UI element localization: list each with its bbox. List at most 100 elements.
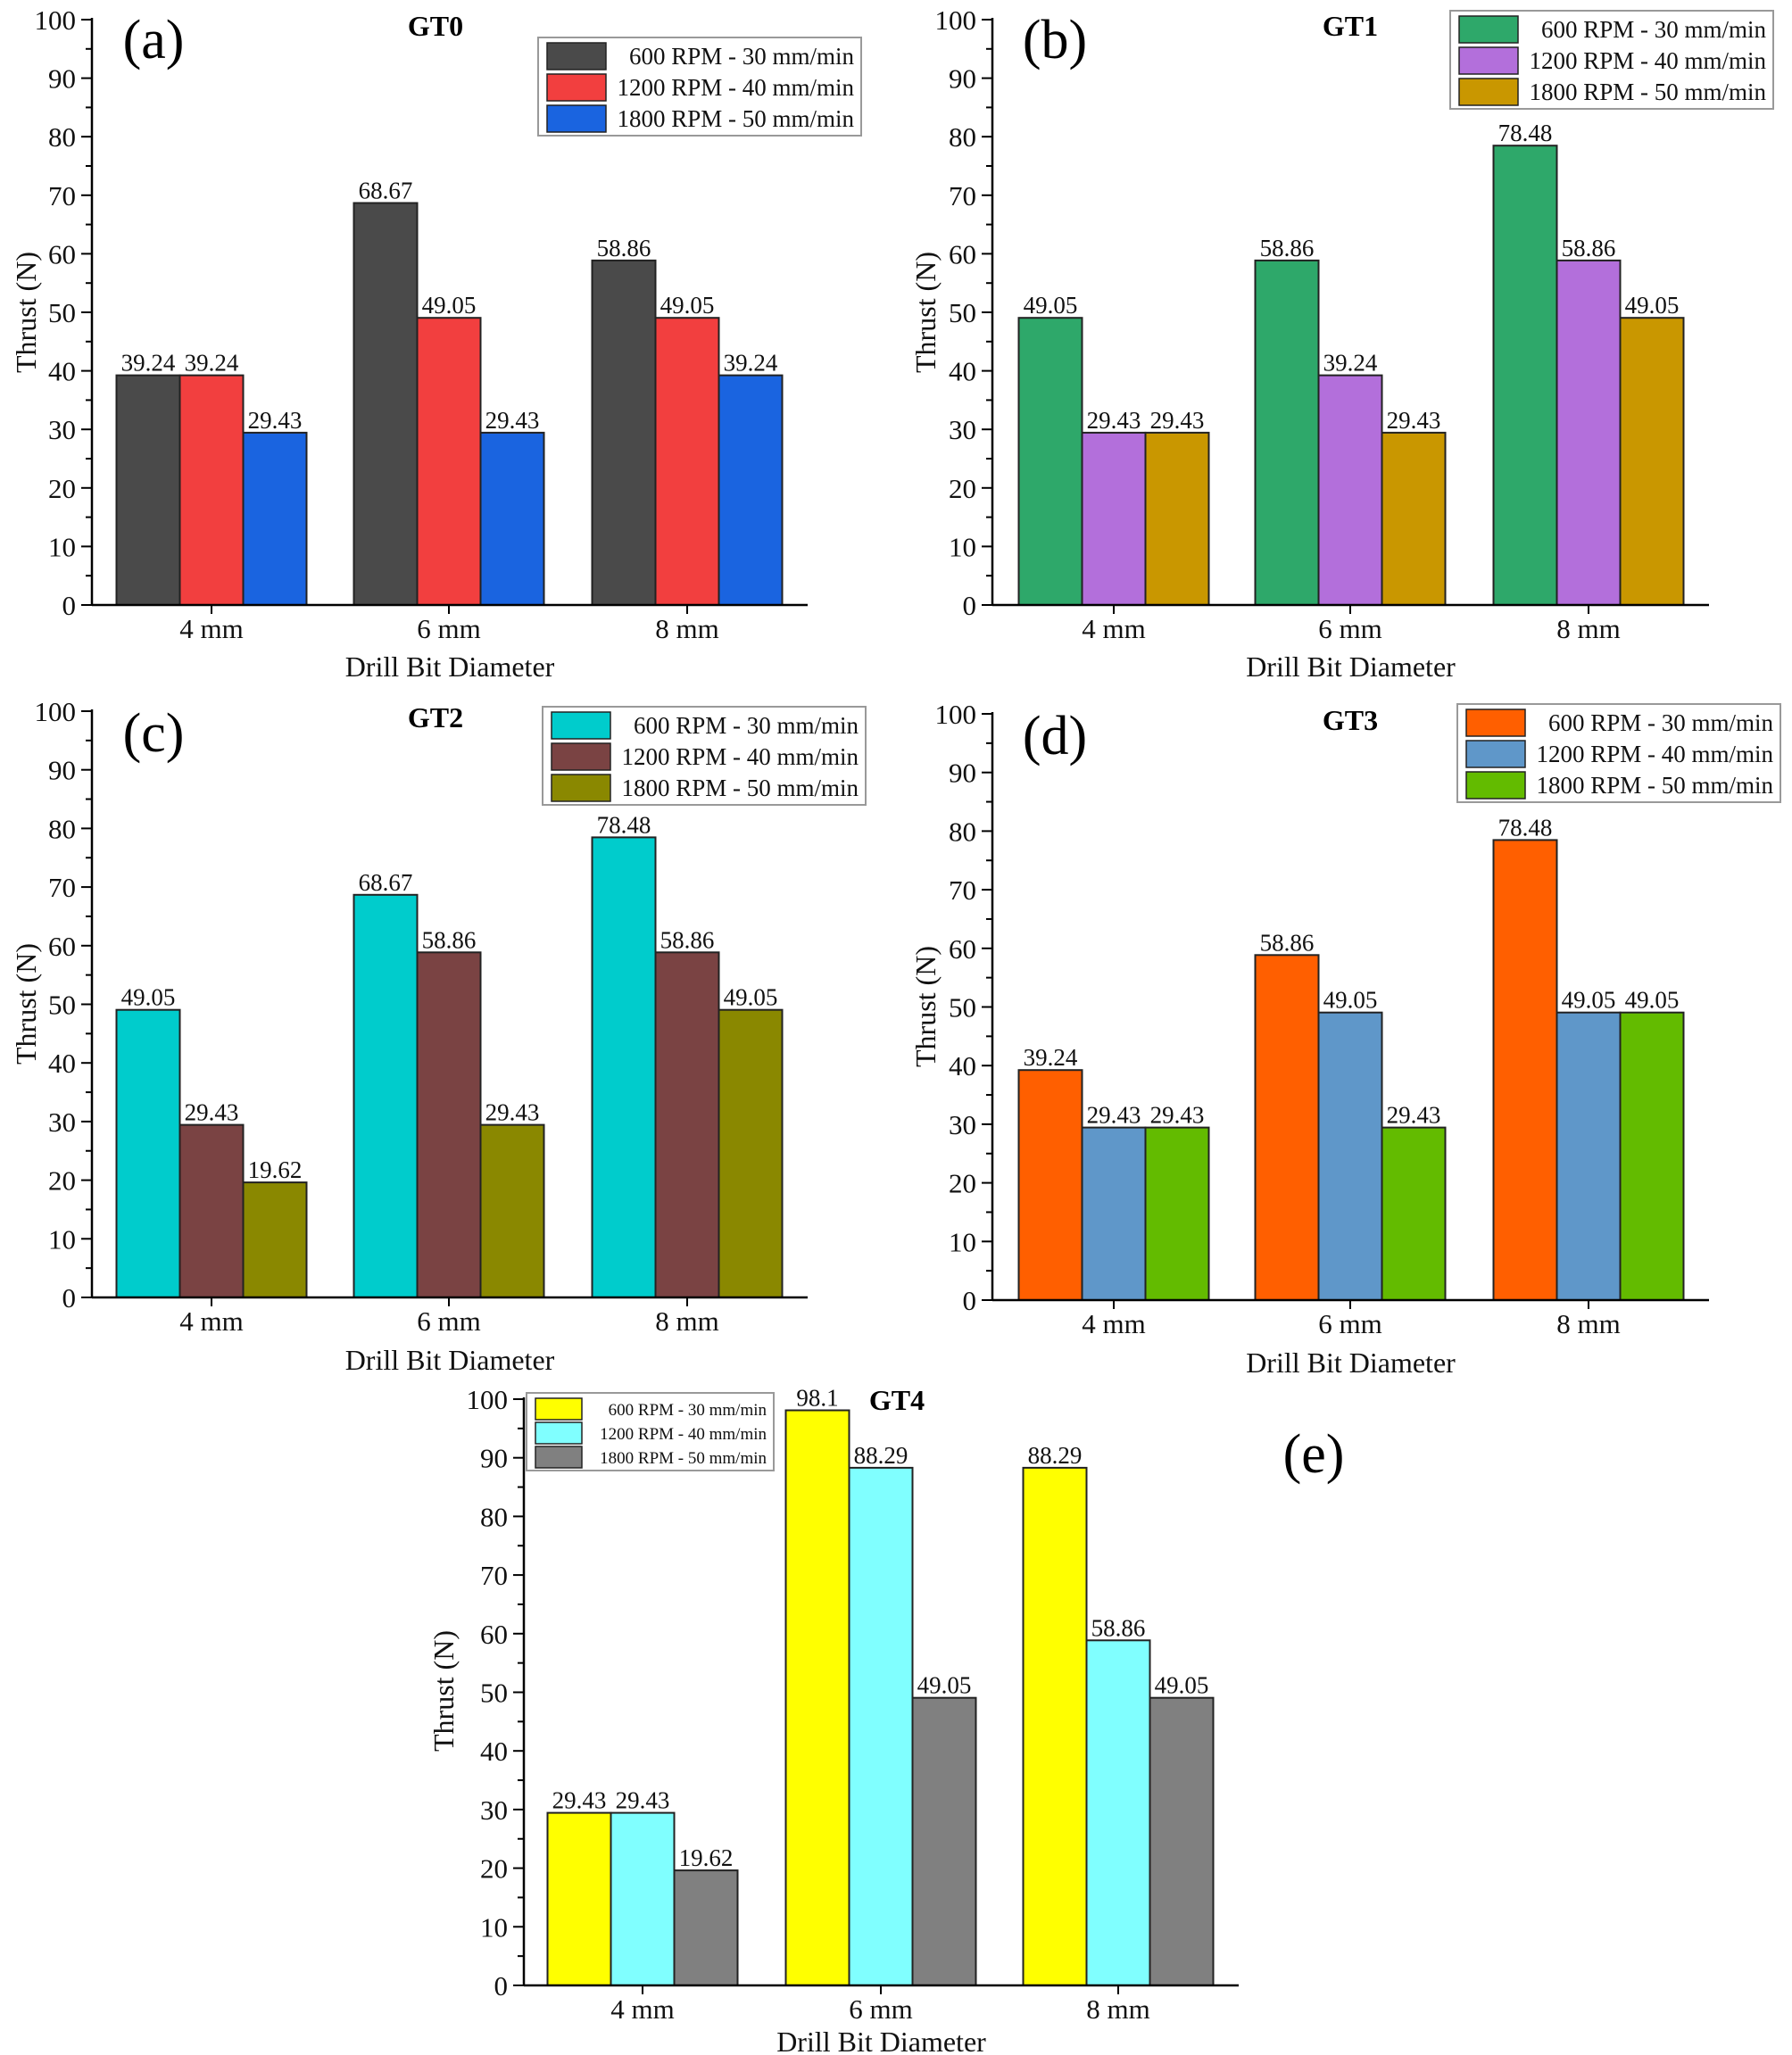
bar-gt2-s3-4mm: [242, 1181, 308, 1298]
bar-gt1-s1-8mm: [1492, 145, 1558, 606]
chart-panel-gt2: 49.05 68.67 78.48 29.43 58.86 58.86 19.62 29.43…: [10, 696, 867, 1376]
y-tick-label: 0: [62, 590, 77, 621]
bar-gt3-s3-4mm: [1144, 1126, 1210, 1301]
bar-gt3-s1-4mm: [1017, 1069, 1083, 1301]
data-label: 29.43: [1087, 1102, 1141, 1129]
bar-gt2-s2-8mm: [654, 951, 720, 1299]
panel-label: (a): [123, 10, 185, 70]
bar-gt3-s1-8mm: [1492, 839, 1558, 1301]
y-tick-label: 0: [62, 1282, 77, 1313]
y-tick-label: 60: [949, 238, 976, 269]
data-label: 88.29: [1028, 1442, 1083, 1469]
bar-gt4-s2-8mm: [1085, 1639, 1151, 1987]
y-tick-label: 10: [949, 1226, 976, 1257]
x-axis-title: Drill Bit Diameter: [1246, 1347, 1456, 1379]
bar-gt0-s2-8mm: [654, 317, 720, 606]
data-label: 29.43: [1087, 407, 1141, 434]
y-tick-label: 60: [949, 933, 976, 965]
bar-gt2-s2-4mm: [178, 1123, 245, 1298]
data-label: 88.29: [854, 1442, 908, 1469]
bar-gt0-s2-4mm: [178, 374, 245, 606]
x-tick-label: 8 mm: [1556, 1308, 1620, 1339]
y-tick-label: 90: [949, 63, 976, 95]
bar-gt4-s2-6mm: [848, 1466, 914, 1986]
legend-swatch: [551, 711, 611, 740]
x-tick-label: 8 mm: [655, 1305, 718, 1337]
data-label: 29.43: [485, 407, 540, 434]
data-label: 49.05: [1625, 987, 1680, 1014]
y-tick-label: 70: [949, 874, 976, 906]
x-tick-label: 8 mm: [655, 613, 718, 644]
legend-swatch: [551, 742, 611, 771]
y-tick-label: 30: [48, 414, 76, 445]
y-tick-label: 0: [963, 1285, 977, 1316]
y-tick-label: 10: [48, 531, 76, 562]
data-label: 49.05: [121, 984, 176, 1011]
legend-label: 1800 RPM - 50 mm/min: [1536, 772, 1773, 799]
data-label: 29.43: [1150, 407, 1205, 434]
y-tick-label: 20: [949, 473, 976, 504]
legend-swatch: [551, 774, 611, 802]
x-tick-label: 6 mm: [417, 613, 480, 644]
x-tick-label: 8 mm: [1086, 1993, 1149, 2025]
bar-gt1-s2-4mm: [1081, 431, 1147, 606]
data-label: 68.67: [359, 178, 413, 204]
bar-gt1-s3-8mm: [1619, 317, 1685, 606]
legend-swatch: [1465, 771, 1526, 800]
bar-gt3-s1-6mm: [1254, 954, 1320, 1302]
y-tick-label: 100: [35, 696, 77, 727]
legend: 600 RPM - 30 mm/min 1200 RPM - 40 mm/min 1…: [1456, 703, 1781, 803]
data-label: 49.05: [422, 292, 477, 319]
y-tick-label: 90: [48, 755, 76, 786]
x-tick-label: 4 mm: [179, 1305, 243, 1337]
x-tick-label: 6 mm: [417, 1305, 480, 1337]
legend-label: 600 RPM - 30 mm/min: [629, 43, 855, 70]
y-tick-label: 30: [48, 1106, 76, 1138]
data-label: 29.43: [185, 1099, 239, 1126]
x-tick-label: 4 mm: [1082, 1308, 1145, 1339]
x-tick-label: 6 mm: [849, 1993, 912, 2025]
data-label: 19.62: [679, 1844, 734, 1871]
bar-gt3-s2-8mm: [1556, 1011, 1622, 1301]
bar-gt3-s2-6mm: [1317, 1011, 1383, 1301]
panel-label: (d): [1023, 706, 1087, 766]
legend-label: 1800 RPM - 50 mm/min: [621, 775, 859, 801]
y-axis-title: Thrust (N): [10, 252, 42, 373]
y-tick-label: 50: [48, 297, 76, 328]
chart-title: GT1: [1323, 10, 1378, 42]
y-tick-label: 70: [949, 180, 976, 211]
legend-swatch: [535, 1397, 583, 1421]
legend-label: 1200 RPM - 40 mm/min: [600, 1425, 767, 1444]
legend-label: 1200 RPM - 40 mm/min: [1536, 741, 1773, 767]
x-axis-title: Drill Bit Diameter: [776, 2026, 986, 2055]
bar-gt4-s3-8mm: [1149, 1696, 1215, 1986]
bar-gt4-s2-4mm: [610, 1811, 676, 1986]
bar-gt3-s2-4mm: [1081, 1126, 1147, 1301]
data-label: 29.43: [1387, 407, 1441, 434]
chart-title: GT2: [408, 701, 463, 733]
chart-panel-gt1: 49.05 58.86 78.48 29.43 39.24 58.86 29.43 29.43…: [909, 4, 1774, 683]
x-tick-label: 6 mm: [1318, 1308, 1381, 1339]
chart-panel-gt3: 39.24 58.86 78.48 29.43 49.05 49.05 29.43 29.43…: [909, 699, 1781, 1379]
x-tick-label: 4 mm: [610, 1993, 674, 2025]
bar-gt0-s3-6mm: [479, 431, 545, 606]
y-tick-label: 10: [48, 1223, 76, 1255]
bar-gt0-s1-8mm: [591, 259, 657, 606]
y-tick-label: 50: [949, 992, 976, 1023]
legend-swatch: [546, 73, 607, 102]
bar-gt0-s2-6mm: [416, 317, 482, 606]
data-label: 29.43: [1387, 1102, 1441, 1129]
y-tick-label: 100: [467, 1384, 509, 1415]
bar-gt0-s1-4mm: [115, 374, 181, 606]
y-tick-label: 20: [48, 473, 76, 504]
data-label: 58.86: [1260, 929, 1315, 956]
data-label: 39.24: [1024, 1044, 1078, 1071]
bar-gt3-s3-6mm: [1381, 1126, 1447, 1301]
data-label: 39.24: [121, 350, 176, 377]
data-label: 78.48: [1498, 120, 1553, 146]
panel-label: (e): [1283, 1424, 1345, 1485]
x-tick-label: 6 mm: [1318, 613, 1381, 644]
y-tick-label: 100: [935, 699, 977, 730]
y-axis-title: Thrust (N): [909, 946, 942, 1067]
legend: 600 RPM - 30 mm/min 1200 RPM - 40 mm/min 1…: [542, 706, 867, 806]
